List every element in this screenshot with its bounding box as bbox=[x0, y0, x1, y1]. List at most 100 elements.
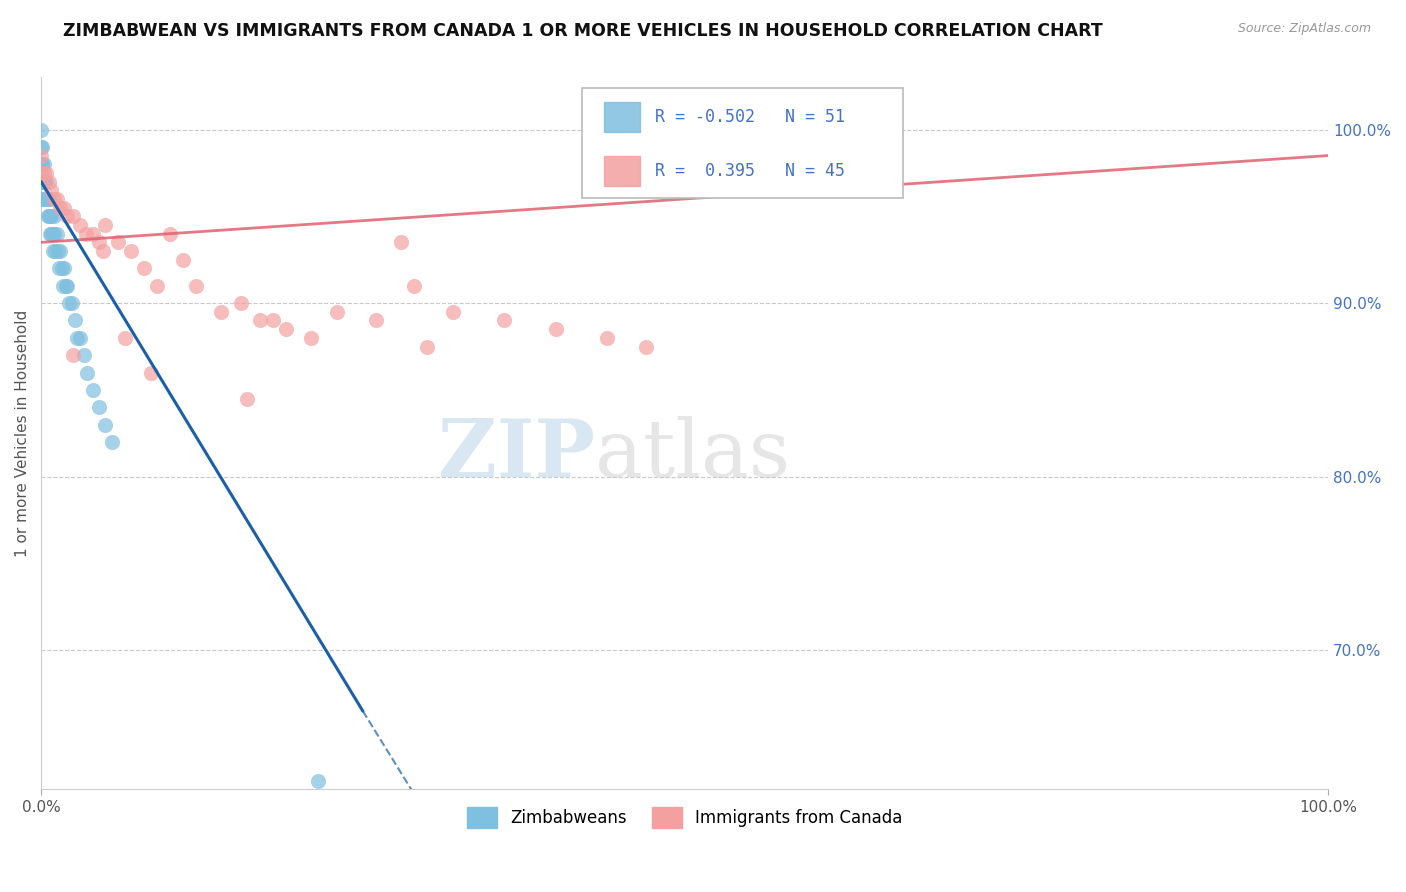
Point bbox=[32, 175, 55, 189]
Bar bbox=[603, 156, 640, 186]
Point bbox=[51, 261, 73, 276]
Point bbox=[34, 175, 56, 189]
Point bbox=[391, 235, 413, 250]
Point bbox=[30, 148, 52, 162]
Point bbox=[44, 244, 66, 258]
Point bbox=[63, 313, 86, 327]
Point bbox=[299, 331, 322, 345]
Point bbox=[416, 339, 439, 353]
Point bbox=[41, 227, 63, 241]
Point bbox=[37, 192, 59, 206]
Point bbox=[75, 227, 97, 241]
Text: Source: ZipAtlas.com: Source: ZipAtlas.com bbox=[1237, 22, 1371, 36]
Point bbox=[132, 261, 155, 276]
Point bbox=[184, 278, 207, 293]
Point bbox=[87, 235, 110, 250]
Bar bbox=[603, 103, 640, 132]
Point bbox=[596, 331, 619, 345]
Point bbox=[494, 313, 516, 327]
Point bbox=[31, 140, 53, 154]
Y-axis label: 1 or more Vehicles in Household: 1 or more Vehicles in Household bbox=[15, 310, 30, 557]
Point bbox=[30, 122, 52, 136]
Point bbox=[262, 313, 284, 327]
Point bbox=[49, 201, 72, 215]
Text: ZIMBABWEAN VS IMMIGRANTS FROM CANADA 1 OR MORE VEHICLES IN HOUSEHOLD CORRELATION: ZIMBABWEAN VS IMMIGRANTS FROM CANADA 1 O… bbox=[63, 22, 1104, 40]
Legend: Zimbabweans, Immigrants from Canada: Zimbabweans, Immigrants from Canada bbox=[460, 801, 910, 834]
Point bbox=[544, 322, 567, 336]
Point bbox=[45, 227, 67, 241]
Point bbox=[249, 313, 271, 327]
Point bbox=[30, 140, 52, 154]
Point bbox=[66, 331, 89, 345]
Point bbox=[53, 201, 76, 215]
Point bbox=[69, 331, 91, 345]
Point bbox=[30, 157, 52, 171]
Point bbox=[30, 175, 52, 189]
Point bbox=[76, 366, 98, 380]
Point bbox=[30, 166, 52, 180]
FancyBboxPatch shape bbox=[582, 88, 904, 198]
Point bbox=[139, 366, 162, 380]
Point bbox=[60, 296, 83, 310]
Point bbox=[364, 313, 387, 327]
Point bbox=[326, 305, 349, 319]
Point bbox=[94, 218, 117, 232]
Point bbox=[114, 331, 136, 345]
Point bbox=[42, 192, 65, 206]
Point bbox=[45, 192, 67, 206]
Point bbox=[69, 218, 91, 232]
Point bbox=[34, 192, 56, 206]
Point bbox=[91, 244, 114, 258]
Point bbox=[62, 348, 84, 362]
Point bbox=[120, 244, 142, 258]
Point bbox=[53, 261, 76, 276]
Point bbox=[37, 210, 59, 224]
Point bbox=[42, 227, 65, 241]
Point bbox=[30, 192, 52, 206]
Point bbox=[38, 192, 60, 206]
Point bbox=[87, 401, 110, 415]
Text: atlas: atlas bbox=[595, 416, 790, 493]
Point bbox=[35, 175, 58, 189]
Point bbox=[101, 435, 124, 450]
Point bbox=[31, 157, 53, 171]
Point bbox=[634, 339, 657, 353]
Point bbox=[52, 278, 75, 293]
Text: ZIP: ZIP bbox=[437, 416, 595, 493]
Point bbox=[94, 417, 117, 432]
Point bbox=[42, 210, 65, 224]
Point bbox=[46, 244, 69, 258]
Point bbox=[107, 235, 129, 250]
Point bbox=[58, 296, 80, 310]
Point bbox=[38, 210, 60, 224]
Point bbox=[441, 305, 464, 319]
Point bbox=[41, 227, 63, 241]
Point bbox=[56, 278, 79, 293]
Point bbox=[55, 278, 77, 293]
Point bbox=[35, 166, 58, 180]
Point bbox=[41, 210, 63, 224]
Point bbox=[39, 227, 62, 241]
Point bbox=[56, 210, 79, 224]
Point bbox=[82, 383, 104, 397]
Text: R =  0.395   N = 45: R = 0.395 N = 45 bbox=[655, 162, 845, 180]
Point bbox=[30, 175, 52, 189]
Point bbox=[72, 348, 94, 362]
Point bbox=[172, 252, 194, 267]
Point bbox=[307, 773, 329, 788]
Point bbox=[30, 157, 52, 171]
Point bbox=[82, 227, 104, 241]
Point bbox=[274, 322, 297, 336]
Point bbox=[41, 183, 63, 197]
Point bbox=[39, 210, 62, 224]
Point bbox=[38, 175, 60, 189]
Point bbox=[229, 296, 252, 310]
Point bbox=[48, 261, 70, 276]
Point bbox=[62, 210, 84, 224]
Text: R = -0.502   N = 51: R = -0.502 N = 51 bbox=[655, 108, 845, 127]
Point bbox=[30, 192, 52, 206]
Point bbox=[31, 175, 53, 189]
Point bbox=[209, 305, 232, 319]
Point bbox=[404, 278, 426, 293]
Point bbox=[236, 392, 259, 406]
